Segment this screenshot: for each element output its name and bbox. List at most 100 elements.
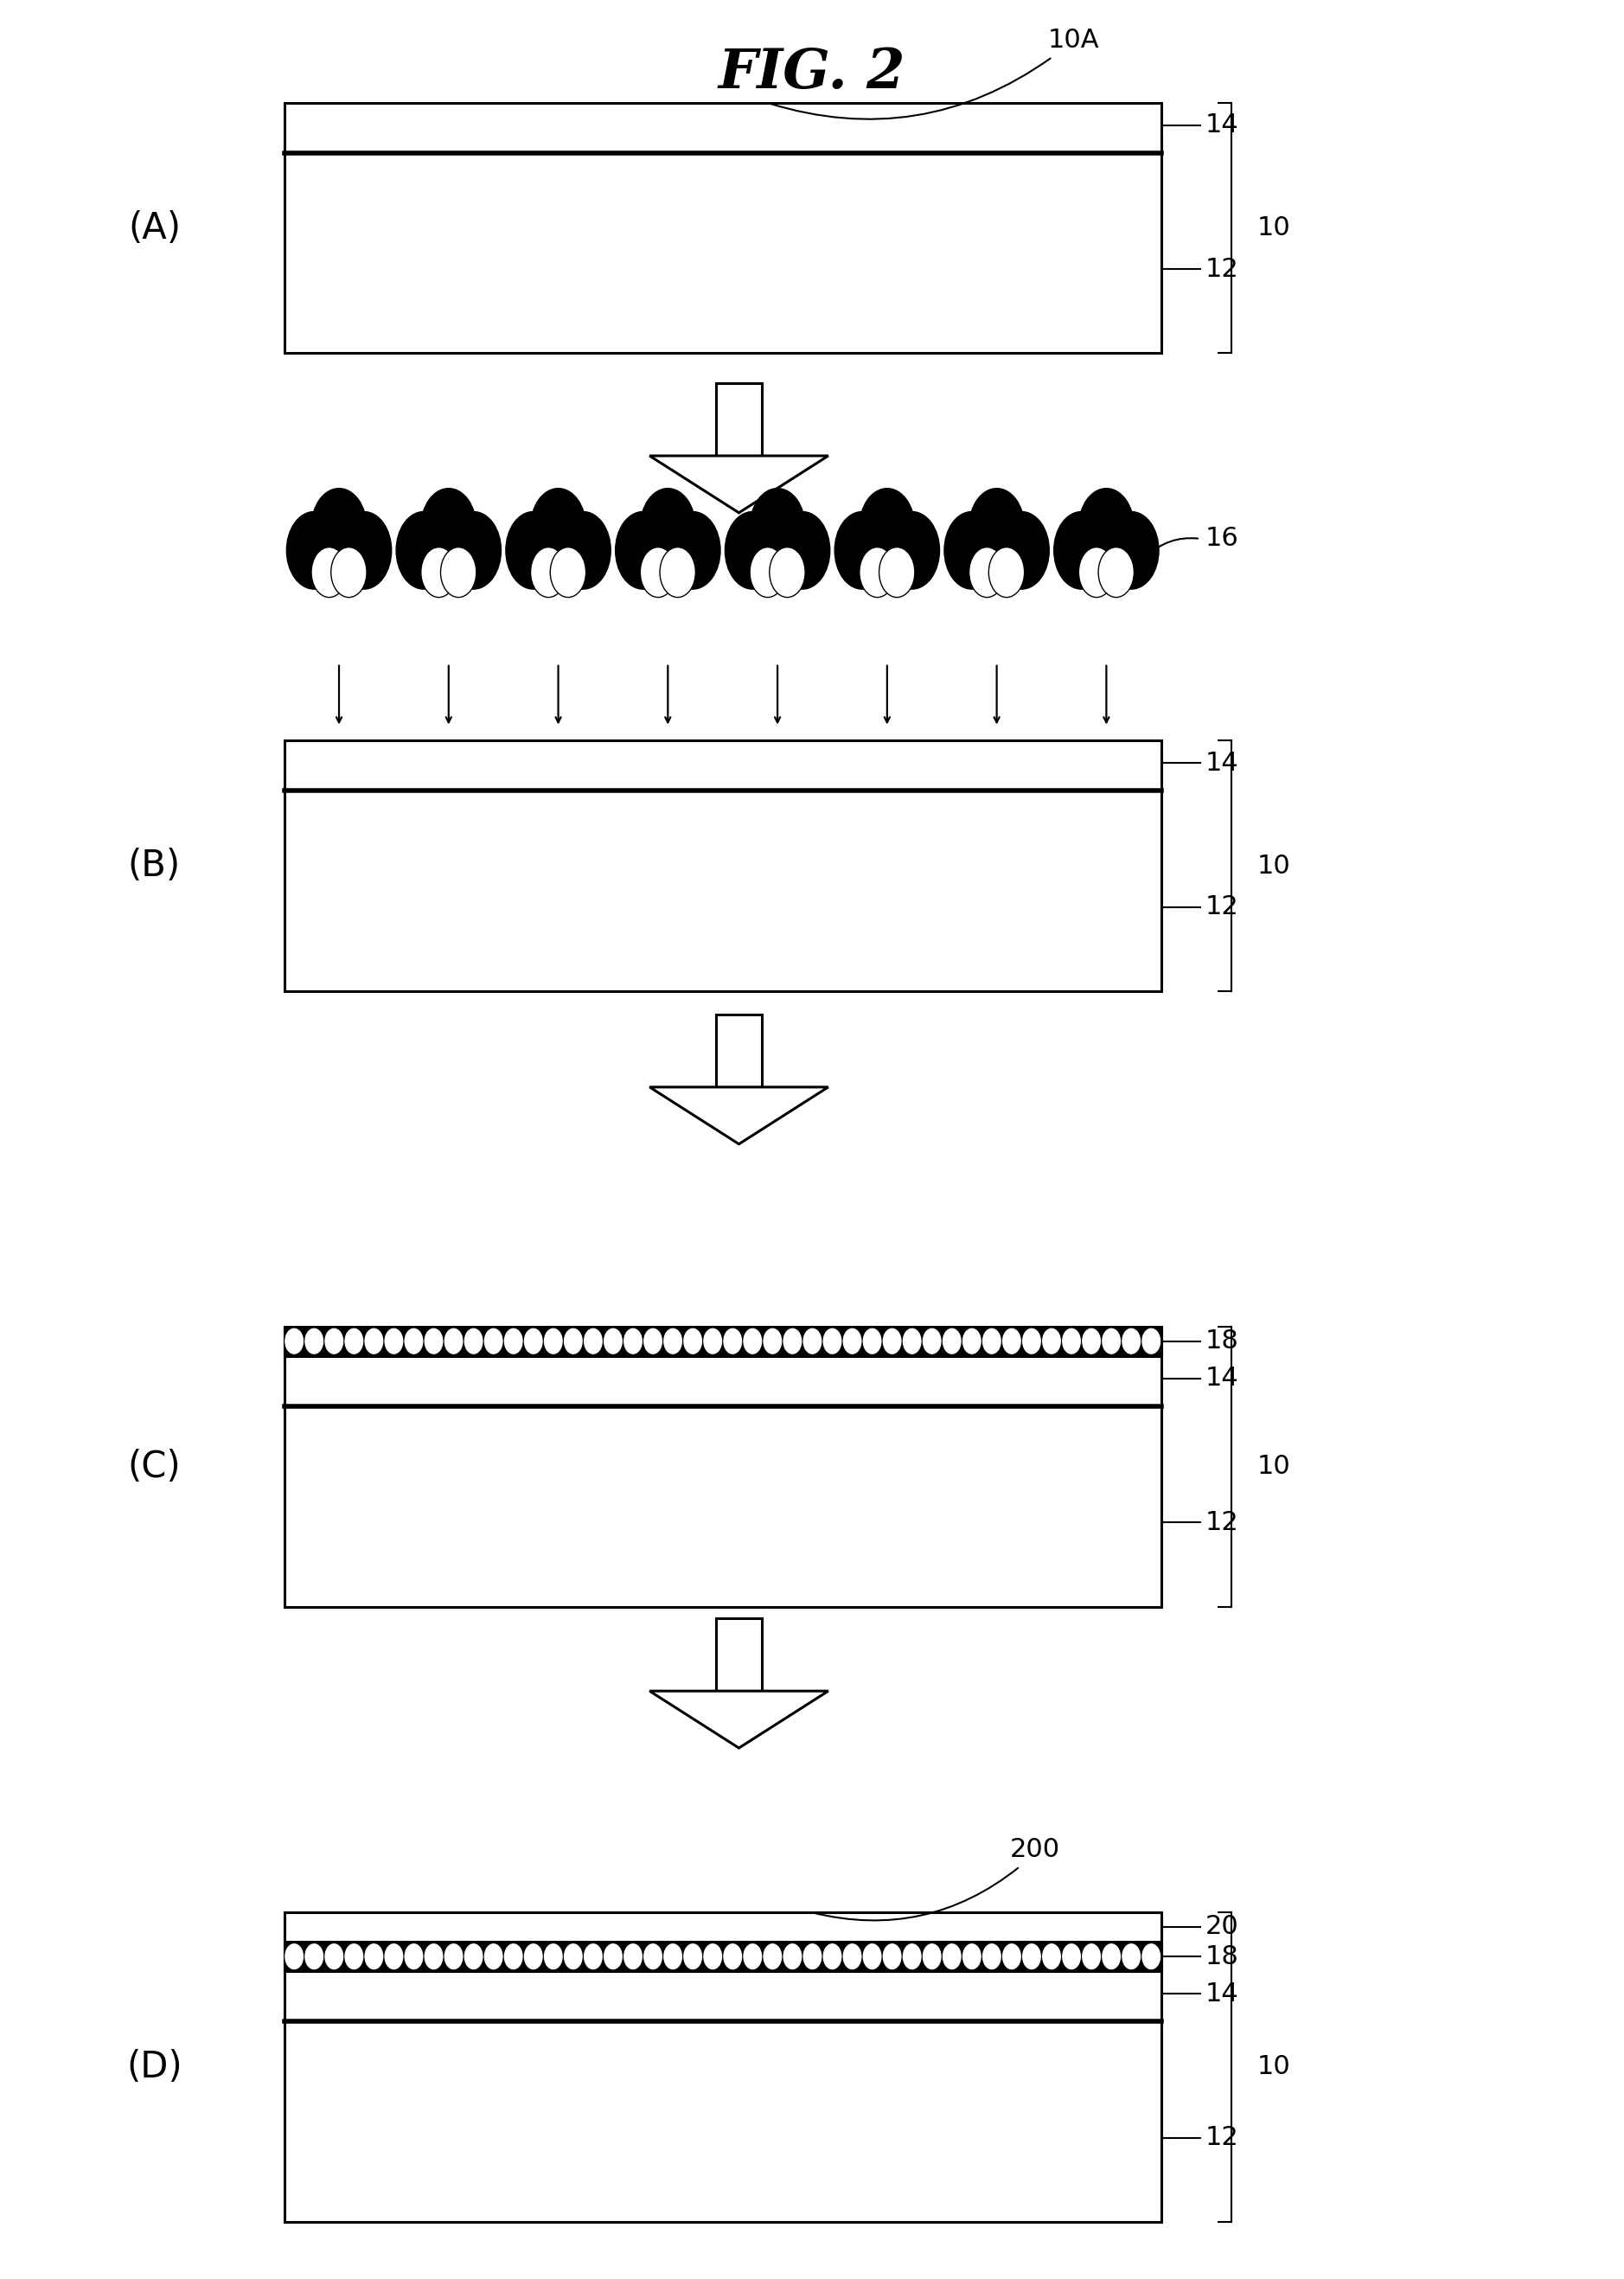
Circle shape: [983, 1944, 1000, 1969]
Circle shape: [385, 1329, 403, 1354]
Circle shape: [970, 547, 1005, 597]
Circle shape: [770, 547, 806, 597]
Text: (C): (C): [128, 1449, 180, 1484]
Circle shape: [464, 1944, 482, 1969]
Circle shape: [505, 1329, 523, 1354]
Circle shape: [1103, 1329, 1121, 1354]
Circle shape: [1078, 488, 1134, 565]
Circle shape: [385, 1944, 403, 1969]
Text: 18: 18: [1205, 1944, 1239, 1969]
Circle shape: [604, 1329, 622, 1354]
Circle shape: [944, 513, 999, 590]
Circle shape: [843, 1944, 861, 1969]
Text: 10: 10: [1257, 2053, 1291, 2081]
Circle shape: [859, 547, 895, 597]
Text: 12: 12: [1205, 896, 1239, 921]
Circle shape: [944, 1944, 961, 1969]
Text: 14: 14: [1205, 750, 1239, 775]
Bar: [284, 1912, 1161, 1942]
Circle shape: [744, 1944, 762, 1969]
Circle shape: [744, 1329, 762, 1354]
Circle shape: [1142, 1329, 1160, 1354]
Text: 10A: 10A: [1047, 27, 1099, 52]
Circle shape: [983, 1329, 1000, 1354]
Circle shape: [1023, 1944, 1041, 1969]
Bar: [284, 1912, 1161, 2222]
Circle shape: [783, 1329, 801, 1354]
Circle shape: [564, 1329, 581, 1354]
Circle shape: [883, 1944, 901, 1969]
Circle shape: [750, 547, 786, 597]
Circle shape: [804, 1329, 822, 1354]
Circle shape: [666, 513, 721, 590]
Text: 10: 10: [1257, 214, 1291, 242]
Circle shape: [404, 1944, 422, 1969]
Circle shape: [994, 513, 1049, 590]
Circle shape: [525, 1944, 542, 1969]
Text: 14: 14: [1205, 1365, 1239, 1390]
Circle shape: [864, 1329, 882, 1354]
Circle shape: [505, 1944, 523, 1969]
Circle shape: [703, 1944, 721, 1969]
Circle shape: [859, 488, 914, 565]
Circle shape: [750, 488, 806, 565]
Circle shape: [312, 547, 348, 597]
Text: 10: 10: [1257, 1454, 1291, 1479]
Circle shape: [615, 513, 671, 590]
Circle shape: [1078, 547, 1114, 597]
Circle shape: [286, 1329, 304, 1354]
Circle shape: [544, 1329, 562, 1354]
Circle shape: [305, 1329, 323, 1354]
Circle shape: [922, 1944, 940, 1969]
Circle shape: [344, 1944, 362, 1969]
Circle shape: [531, 488, 586, 565]
Circle shape: [421, 547, 456, 597]
Circle shape: [440, 547, 476, 597]
Circle shape: [425, 1329, 443, 1354]
Circle shape: [922, 1329, 940, 1354]
Circle shape: [804, 1944, 822, 1969]
Circle shape: [365, 1944, 383, 1969]
Circle shape: [331, 547, 367, 597]
Circle shape: [963, 1944, 981, 1969]
Text: 20: 20: [1205, 1914, 1239, 1939]
Circle shape: [1083, 1329, 1101, 1354]
Circle shape: [344, 1329, 362, 1354]
Circle shape: [365, 1329, 383, 1354]
Bar: [284, 1326, 1161, 1607]
Circle shape: [664, 1329, 682, 1354]
Circle shape: [404, 1329, 422, 1354]
Circle shape: [1083, 1944, 1101, 1969]
Circle shape: [484, 1329, 502, 1354]
Polygon shape: [650, 1691, 828, 1748]
Circle shape: [1002, 1944, 1020, 1969]
Circle shape: [645, 1329, 663, 1354]
Circle shape: [585, 1944, 603, 1969]
Circle shape: [724, 513, 780, 590]
Circle shape: [544, 1944, 562, 1969]
Bar: [284, 103, 1161, 353]
Circle shape: [843, 1329, 861, 1354]
Circle shape: [464, 1329, 482, 1354]
Circle shape: [1023, 1329, 1041, 1354]
Circle shape: [1122, 1329, 1140, 1354]
Circle shape: [864, 1944, 882, 1969]
Circle shape: [425, 1944, 443, 1969]
Circle shape: [684, 1944, 702, 1969]
Circle shape: [684, 1329, 702, 1354]
Circle shape: [286, 1944, 304, 1969]
Circle shape: [835, 513, 890, 590]
Circle shape: [1062, 1944, 1080, 1969]
Circle shape: [336, 513, 391, 590]
Text: (A): (A): [128, 210, 180, 246]
Circle shape: [885, 513, 940, 590]
Circle shape: [525, 1329, 542, 1354]
Circle shape: [484, 1944, 502, 1969]
Circle shape: [823, 1944, 841, 1969]
Circle shape: [531, 547, 567, 597]
Circle shape: [396, 513, 451, 590]
Circle shape: [1002, 1329, 1020, 1354]
Circle shape: [659, 547, 695, 597]
Circle shape: [640, 547, 676, 597]
Circle shape: [421, 488, 476, 565]
